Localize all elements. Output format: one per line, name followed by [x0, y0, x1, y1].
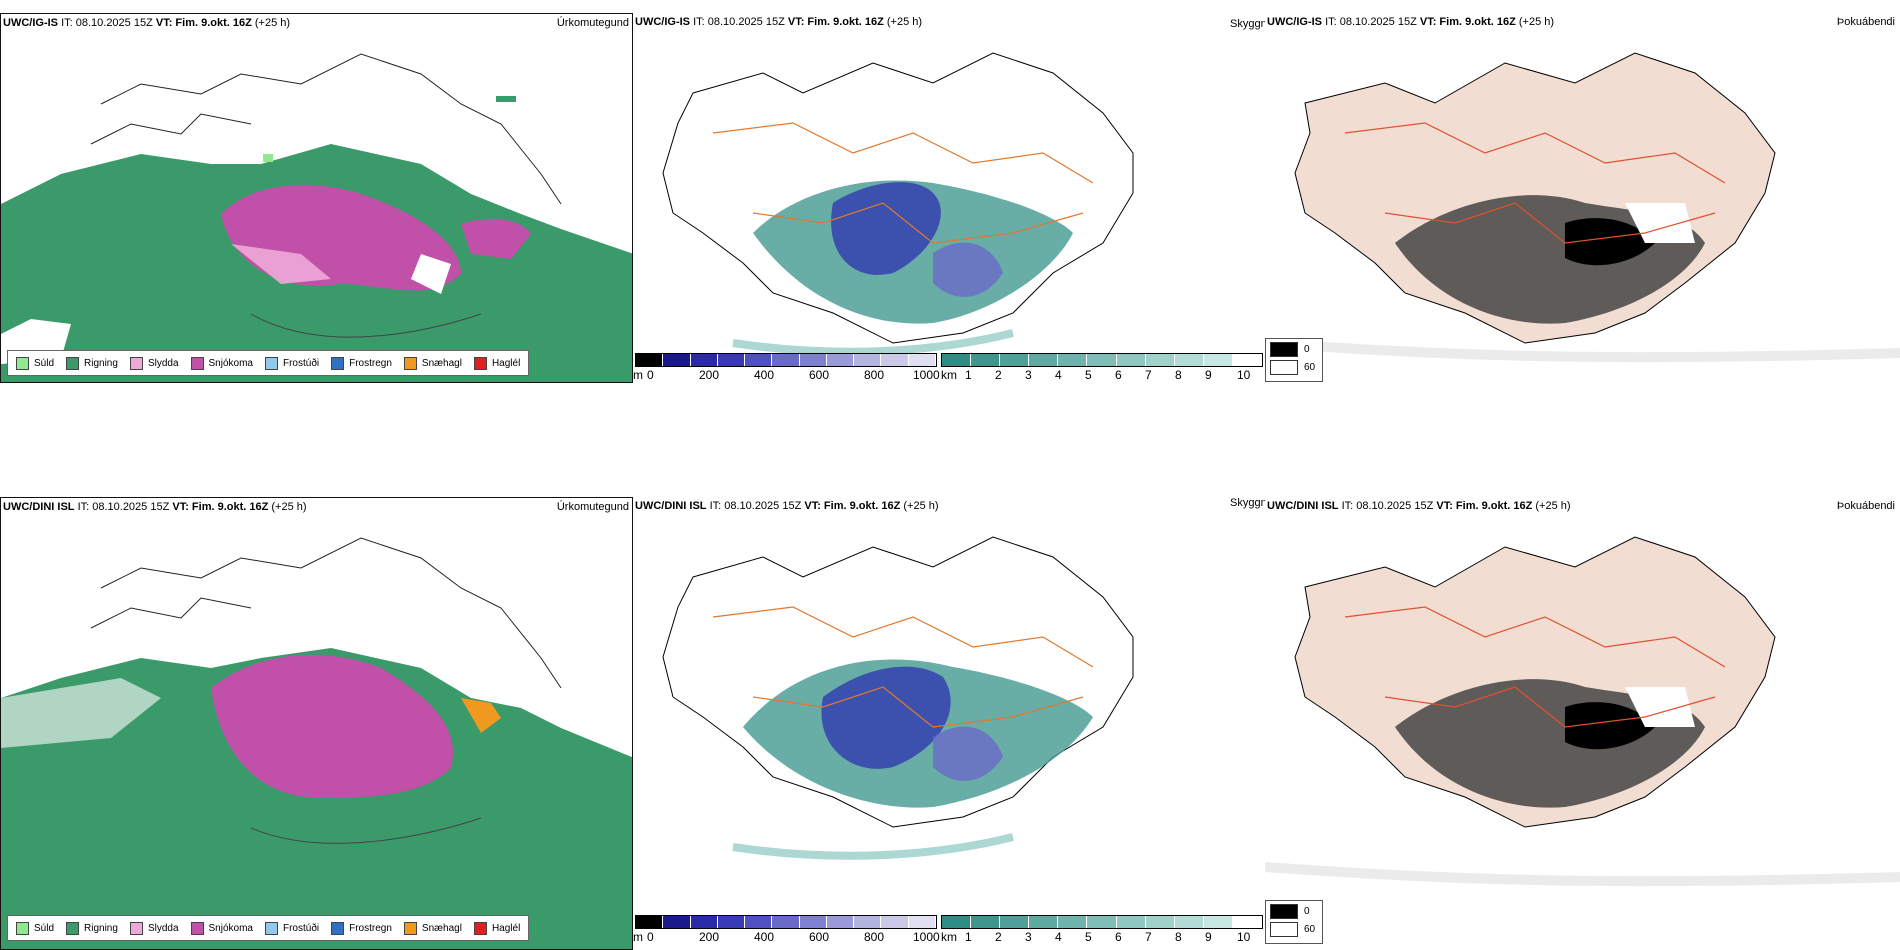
- legend-item: Súld: [16, 921, 54, 935]
- legend-item: Snjókoma: [190, 921, 253, 935]
- height-unit: m: [633, 930, 643, 944]
- precip-legend: Súld Rigning Slydda Snjókoma Frostúði Fr…: [7, 350, 530, 376]
- legend-item: Snæhagl: [403, 921, 462, 935]
- colorbars: m 0 200 400 600 800 1000 km 1 2 3 4 5 6 …: [633, 915, 1265, 945]
- tick-label: 400: [754, 368, 775, 382]
- tick-label: 400: [754, 930, 775, 944]
- panel-field-title: Úrkomutegund: [556, 17, 629, 29]
- cloud-map-top: UWC/IG-IS IT: 08.10.2025 15Z VT: Fim. 9.…: [633, 13, 1265, 383]
- tick-label: 8: [1175, 930, 1182, 944]
- fog-map-top: UWC/IG-IS IT: 08.10.2025 15Z VT: Fim. 9.…: [1265, 13, 1900, 383]
- legend-item: Snjókoma: [190, 356, 253, 370]
- tick-label: 4: [1055, 368, 1062, 382]
- cloud-map-graphic: [662, 52, 1134, 356]
- vis-unit: km: [941, 930, 957, 944]
- legend-item: Slydda: [129, 356, 179, 370]
- panel-title: UWC/IG-IS IT: 08.10.2025 15Z VT: Fim. 9.…: [3, 17, 291, 29]
- tick-label: 10: [1237, 930, 1251, 944]
- cloud-map-graphic: [662, 536, 1134, 860]
- precip-map-graphic: [1, 53, 632, 382]
- fog-map-graphic: [1265, 52, 1900, 363]
- legend-item: Slydda: [129, 921, 179, 935]
- visibility-colorbar: [941, 915, 1263, 929]
- precip-type-map-top: UWC/IG-IS IT: 08.10.2025 15Z VT: Fim. 9.…: [0, 13, 633, 383]
- clouds-title-bottom: Skyggni: [1230, 497, 1270, 509]
- tick-label: 3: [1025, 368, 1032, 382]
- tick-label: 0: [647, 368, 654, 382]
- tick-label: 3: [1025, 930, 1032, 944]
- tick-label: 2: [995, 368, 1002, 382]
- tick-label: 1: [965, 368, 972, 382]
- precip-legend: Súld Rigning Slydda Snjókoma Frostúði Fr…: [7, 915, 530, 941]
- tick-label: 0: [647, 930, 654, 944]
- legend-item: Rigning: [66, 921, 118, 935]
- panel-field-title: Þokuábendi: [1836, 500, 1895, 512]
- panel-field-title: Þokuábendi: [1836, 16, 1895, 28]
- height-unit: m: [633, 368, 643, 382]
- tick-label: 600: [809, 368, 830, 382]
- tick-label: 9: [1205, 368, 1212, 382]
- panel-title: UWC/IG-IS IT: 08.10.2025 15Z VT: Fim. 9.…: [635, 16, 923, 28]
- fog-legend: 0 60: [1265, 900, 1323, 944]
- visibility-colorbar: [941, 353, 1263, 367]
- tick-label: 10: [1237, 368, 1251, 382]
- panel-title: UWC/DINI ISL IT: 08.10.2025 15Z VT: Fim.…: [635, 500, 939, 512]
- tick-label: 5: [1085, 930, 1092, 944]
- tick-label: 8: [1175, 368, 1182, 382]
- panel-title: UWC/DINI ISL IT: 08.10.2025 15Z VT: Fim.…: [1267, 500, 1571, 512]
- panel-field-title: Úrkomutegund: [556, 501, 629, 513]
- tick-label: 7: [1145, 368, 1152, 382]
- height-colorbar: [635, 915, 937, 929]
- legend-item: Frostúði: [264, 356, 319, 370]
- tick-label: 6: [1115, 930, 1122, 944]
- legend-item: Frostregn: [331, 921, 392, 935]
- tick-label: 800: [864, 930, 885, 944]
- tick-label: 2: [995, 930, 1002, 944]
- panel-title: UWC/IG-IS IT: 08.10.2025 15Z VT: Fim. 9.…: [1267, 16, 1555, 28]
- tick-label: 200: [699, 930, 720, 944]
- tick-label: 4: [1055, 930, 1062, 944]
- tick-label: 200: [699, 368, 720, 382]
- vis-unit: km: [941, 368, 957, 382]
- legend-item: Rigning: [66, 356, 118, 370]
- precip-map-graphic: [1, 537, 632, 949]
- tick-label: 7: [1145, 930, 1152, 944]
- tick-label: 1000: [913, 368, 940, 382]
- legend-item: Frostregn: [331, 356, 392, 370]
- cloud-map-bottom: UWC/DINI ISL IT: 08.10.2025 15Z VT: Fim.…: [633, 497, 1265, 950]
- tick-label: 6: [1115, 368, 1122, 382]
- height-colorbar: [635, 353, 937, 367]
- tick-label: 1: [965, 930, 972, 944]
- colorbars: m 0 200 400 600 800 1000 km 1 2 3 4 5 6 …: [633, 353, 1265, 383]
- tick-label: 600: [809, 930, 830, 944]
- fog-map-graphic: [1265, 536, 1900, 887]
- fog-map-bottom: UWC/DINI ISL IT: 08.10.2025 15Z VT: Fim.…: [1265, 497, 1900, 950]
- legend-item: Snæhagl: [403, 356, 462, 370]
- tick-label: 9: [1205, 930, 1212, 944]
- legend-item: Haglél: [473, 921, 520, 935]
- legend-item: Haglél: [473, 356, 520, 370]
- tick-label: 800: [864, 368, 885, 382]
- legend-item: Frostúði: [264, 921, 319, 935]
- legend-item: Súld: [16, 356, 54, 370]
- clouds-title-top: Skyggni: [1230, 18, 1270, 30]
- fog-legend: 0 60: [1265, 338, 1323, 382]
- tick-label: 5: [1085, 368, 1092, 382]
- precip-type-map-bottom: UWC/DINI ISL IT: 08.10.2025 15Z VT: Fim.…: [0, 497, 633, 950]
- tick-label: 1000: [913, 930, 940, 944]
- panel-title: UWC/DINI ISL IT: 08.10.2025 15Z VT: Fim.…: [3, 501, 307, 513]
